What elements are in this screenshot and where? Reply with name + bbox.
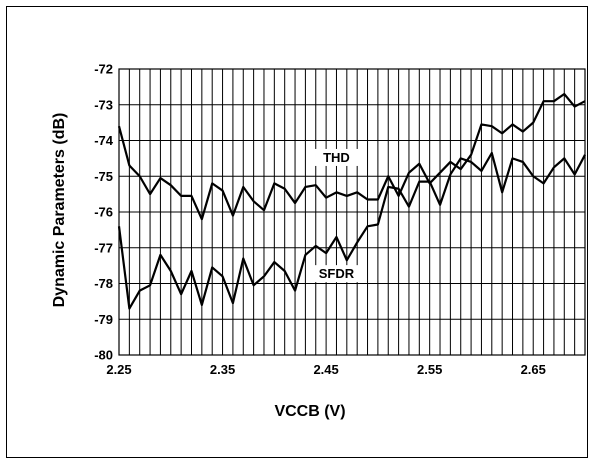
y-axis-title: Dynamic Parameters (dB) bbox=[51, 113, 68, 308]
y-tick-label: -76 bbox=[94, 205, 113, 220]
y-tick-label: -72 bbox=[94, 62, 113, 77]
series-label-thd: THD bbox=[323, 150, 350, 165]
x-axis-title: VCCB (V) bbox=[274, 403, 345, 420]
plot-area-border bbox=[118, 68, 586, 356]
series-lines bbox=[117, 92, 586, 310]
grid bbox=[118, 68, 586, 356]
y-tick-label: -74 bbox=[94, 133, 114, 148]
x-tick-labels: 2.25 2.35 2.45 2.55 2.65 bbox=[106, 362, 546, 377]
y-tick-label: -78 bbox=[94, 276, 113, 291]
x-tick-label: 2.45 bbox=[313, 362, 338, 377]
y-tick-label: -73 bbox=[94, 97, 113, 112]
y-tick-label: -77 bbox=[94, 240, 113, 255]
chart-frame: THD SFDR 2.25 2.35 2.45 2.55 2.65 -72 -73 -74 -7… bbox=[6, 6, 588, 458]
y-tick-label: -75 bbox=[94, 169, 113, 184]
series-label-background bbox=[314, 265, 359, 283]
y-tick-label: -80 bbox=[94, 348, 113, 363]
series-label-background bbox=[314, 148, 359, 166]
x-tick-label: 2.35 bbox=[210, 362, 235, 377]
series-line-sfdr bbox=[117, 151, 586, 310]
series-label-sfdr: SFDR bbox=[319, 266, 355, 281]
x-tick-label: 2.55 bbox=[417, 362, 442, 377]
x-tick-label: 2.25 bbox=[106, 362, 131, 377]
x-tick-label: 2.65 bbox=[521, 362, 546, 377]
y-tick-labels: -72 -73 -74 -75 -76 -77 -78 -79 -80 bbox=[94, 62, 114, 363]
y-tick-label: -79 bbox=[94, 312, 113, 327]
series-line-thd bbox=[117, 92, 586, 221]
series-annotations: THD SFDR bbox=[314, 148, 359, 283]
